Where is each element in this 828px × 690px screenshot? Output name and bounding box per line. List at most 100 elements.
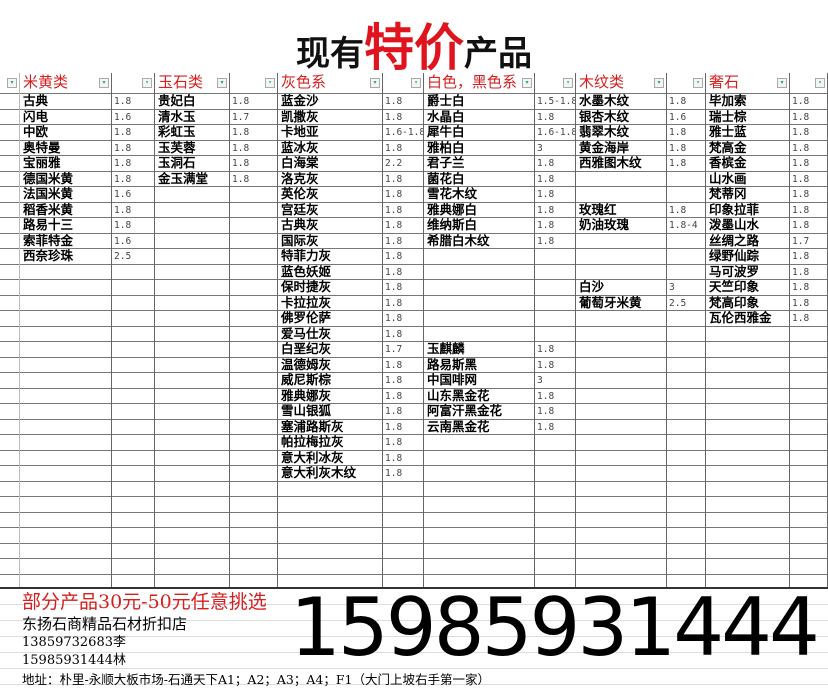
value-header: ▾ bbox=[667, 73, 706, 93]
product-name: 古典灰 bbox=[278, 217, 383, 233]
thickness-value bbox=[535, 325, 576, 341]
product-name bbox=[706, 465, 790, 481]
product-name bbox=[155, 279, 230, 295]
thickness-value bbox=[667, 372, 706, 388]
row-header[interactable] bbox=[0, 372, 20, 388]
thickness-value: 1.8 bbox=[667, 201, 706, 217]
thickness-value bbox=[230, 310, 278, 326]
thickness-value bbox=[667, 356, 706, 372]
product-name bbox=[576, 558, 667, 574]
thickness-value bbox=[535, 542, 576, 558]
thickness-value bbox=[535, 527, 576, 543]
table-row: 古典 1.8 贵妃白 1.8 蓝金沙 1.8 爵士白 1.5-1.8 水墨木纹 1.8 毕加索 1.8 bbox=[0, 93, 828, 110]
row-header[interactable] bbox=[0, 573, 20, 589]
thickness-value: 1.7 bbox=[790, 232, 828, 248]
row-header[interactable] bbox=[0, 496, 20, 512]
thickness-value bbox=[112, 527, 155, 543]
product-name bbox=[576, 480, 667, 496]
product-name: 法国米黄 bbox=[20, 186, 112, 202]
product-name: 温德姆灰 bbox=[278, 356, 383, 372]
filter-dropdown-icon[interactable]: ▾ bbox=[265, 78, 275, 88]
row-header[interactable] bbox=[0, 341, 20, 357]
row-header[interactable] bbox=[0, 387, 20, 403]
thickness-value bbox=[230, 558, 278, 574]
filter-dropdown-icon[interactable]: ▾ bbox=[370, 78, 380, 88]
product-name: 古典 bbox=[20, 93, 112, 109]
row-header[interactable] bbox=[0, 263, 20, 279]
filter-dropdown-icon[interactable]: ▾ bbox=[693, 78, 703, 88]
row-header[interactable] bbox=[0, 403, 20, 419]
row-header[interactable] bbox=[0, 139, 20, 155]
thickness-value bbox=[667, 527, 706, 543]
filter-dropdown-icon[interactable]: ▾ bbox=[142, 78, 152, 88]
thickness-value bbox=[230, 418, 278, 434]
row-header[interactable] bbox=[0, 186, 20, 202]
row-header[interactable] bbox=[0, 155, 20, 171]
thickness-value bbox=[790, 558, 828, 574]
row-header[interactable] bbox=[0, 449, 20, 465]
product-name bbox=[155, 418, 230, 434]
column-header[interactable]: 白色，黑色系 ▾ bbox=[424, 73, 535, 93]
row-header[interactable] bbox=[0, 542, 20, 558]
thickness-value bbox=[230, 294, 278, 310]
row-header[interactable] bbox=[0, 294, 20, 310]
column-header[interactable]: 米黄类 ▾ bbox=[20, 73, 112, 93]
row-header[interactable] bbox=[0, 434, 20, 450]
row-header[interactable] bbox=[0, 248, 20, 264]
product-name bbox=[20, 511, 112, 527]
filter-dropdown-icon[interactable]: ▾ bbox=[99, 78, 109, 88]
product-name: 泼墨山水 bbox=[706, 217, 790, 233]
row-header[interactable] bbox=[0, 527, 20, 543]
product-name: 雪花木纹 bbox=[424, 186, 535, 202]
row-header[interactable] bbox=[0, 325, 20, 341]
product-name: 蓝金沙 bbox=[278, 93, 383, 109]
row-header[interactable] bbox=[0, 279, 20, 295]
row-header[interactable] bbox=[0, 217, 20, 233]
row-header[interactable] bbox=[0, 201, 20, 217]
thickness-value: 1.8 bbox=[112, 170, 155, 186]
thickness-value: 2.2 bbox=[383, 155, 424, 171]
filter-dropdown-icon[interactable]: ▾ bbox=[522, 78, 532, 88]
product-name: 稻香米黄 bbox=[20, 201, 112, 217]
row-header[interactable] bbox=[0, 480, 20, 496]
row-header[interactable] bbox=[0, 511, 20, 527]
product-name: 意大利灰木纹 bbox=[278, 465, 383, 481]
row-header[interactable] bbox=[0, 93, 20, 109]
column-header[interactable]: 玉石类 ▾ bbox=[155, 73, 230, 93]
thickness-value bbox=[112, 558, 155, 574]
filter-dropdown-icon[interactable]: ▾ bbox=[411, 78, 421, 88]
product-name bbox=[155, 310, 230, 326]
row-header[interactable] bbox=[0, 418, 20, 434]
row-header[interactable] bbox=[0, 124, 20, 140]
column-header[interactable]: 木纹类 ▾ bbox=[576, 73, 667, 93]
product-name bbox=[706, 511, 790, 527]
row-header[interactable] bbox=[0, 356, 20, 372]
column-header[interactable]: 奢石 ▾ bbox=[706, 73, 790, 93]
filter-dropdown-icon[interactable]: ▾ bbox=[7, 78, 17, 88]
product-name bbox=[155, 558, 230, 574]
filter-dropdown-icon[interactable]: ▾ bbox=[777, 78, 787, 88]
thickness-value bbox=[230, 434, 278, 450]
thickness-value bbox=[230, 263, 278, 279]
row-header[interactable] bbox=[0, 465, 20, 481]
row-header[interactable] bbox=[0, 170, 20, 186]
row-header[interactable] bbox=[0, 310, 20, 326]
filter-dropdown-icon[interactable]: ▾ bbox=[654, 78, 664, 88]
table-row: 意大利冰灰 1.8 bbox=[0, 449, 828, 466]
product-name: 奶油玫瑰 bbox=[576, 217, 667, 233]
filter-dropdown-icon[interactable]: ▾ bbox=[217, 78, 227, 88]
header-row: ▾ 米黄类 ▾ ▾ 玉石类 ▾ ▾ 灰色系 ▾ ▾ 白色，黑色系 ▾ ▾ 木纹类 ▾ ▾ 奢石 ▾ ▾ bbox=[0, 73, 828, 94]
thickness-value: 1.8 bbox=[112, 139, 155, 155]
thickness-value: 1.8 bbox=[383, 356, 424, 372]
filter-dropdown-icon[interactable]: ▾ bbox=[815, 78, 825, 88]
column-header[interactable]: 灰色系 ▾ bbox=[278, 73, 383, 93]
product-name bbox=[20, 449, 112, 465]
thickness-value bbox=[790, 387, 828, 403]
product-name bbox=[576, 310, 667, 326]
filter-dropdown-icon[interactable]: ▾ bbox=[563, 78, 573, 88]
row-header[interactable] bbox=[0, 232, 20, 248]
row-header[interactable] bbox=[0, 558, 20, 574]
thickness-value: 1.8 bbox=[112, 93, 155, 109]
row-header[interactable]: ▾ bbox=[0, 73, 20, 93]
row-header[interactable] bbox=[0, 108, 20, 124]
